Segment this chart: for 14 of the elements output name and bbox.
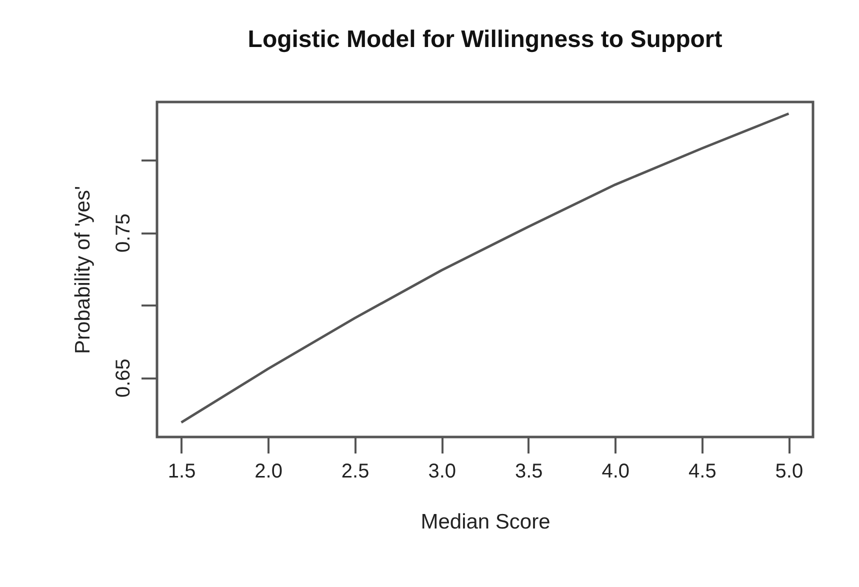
x-tick-label: 4.5 [688, 460, 716, 482]
chart-title: Logistic Model for Willingness to Support [248, 26, 722, 53]
x-axis-title: Median Score [420, 510, 550, 534]
x-tick-label: 3.5 [514, 460, 543, 482]
x-tick-label: 4.0 [602, 460, 630, 482]
x-tick-label: 2.5 [341, 460, 370, 482]
y-axis-title: Probability of 'yes' [72, 186, 94, 354]
line-series [180, 112, 790, 424]
x-tick-label: 1.5 [168, 460, 196, 482]
x-tick-label: 5.0 [775, 460, 804, 482]
x-tick-label: 2.0 [254, 460, 282, 482]
y-tick-label: 0.75 [112, 214, 134, 252]
y-tick-label: 0.65 [112, 358, 134, 398]
x-tick-label: 3.0 [428, 460, 456, 482]
